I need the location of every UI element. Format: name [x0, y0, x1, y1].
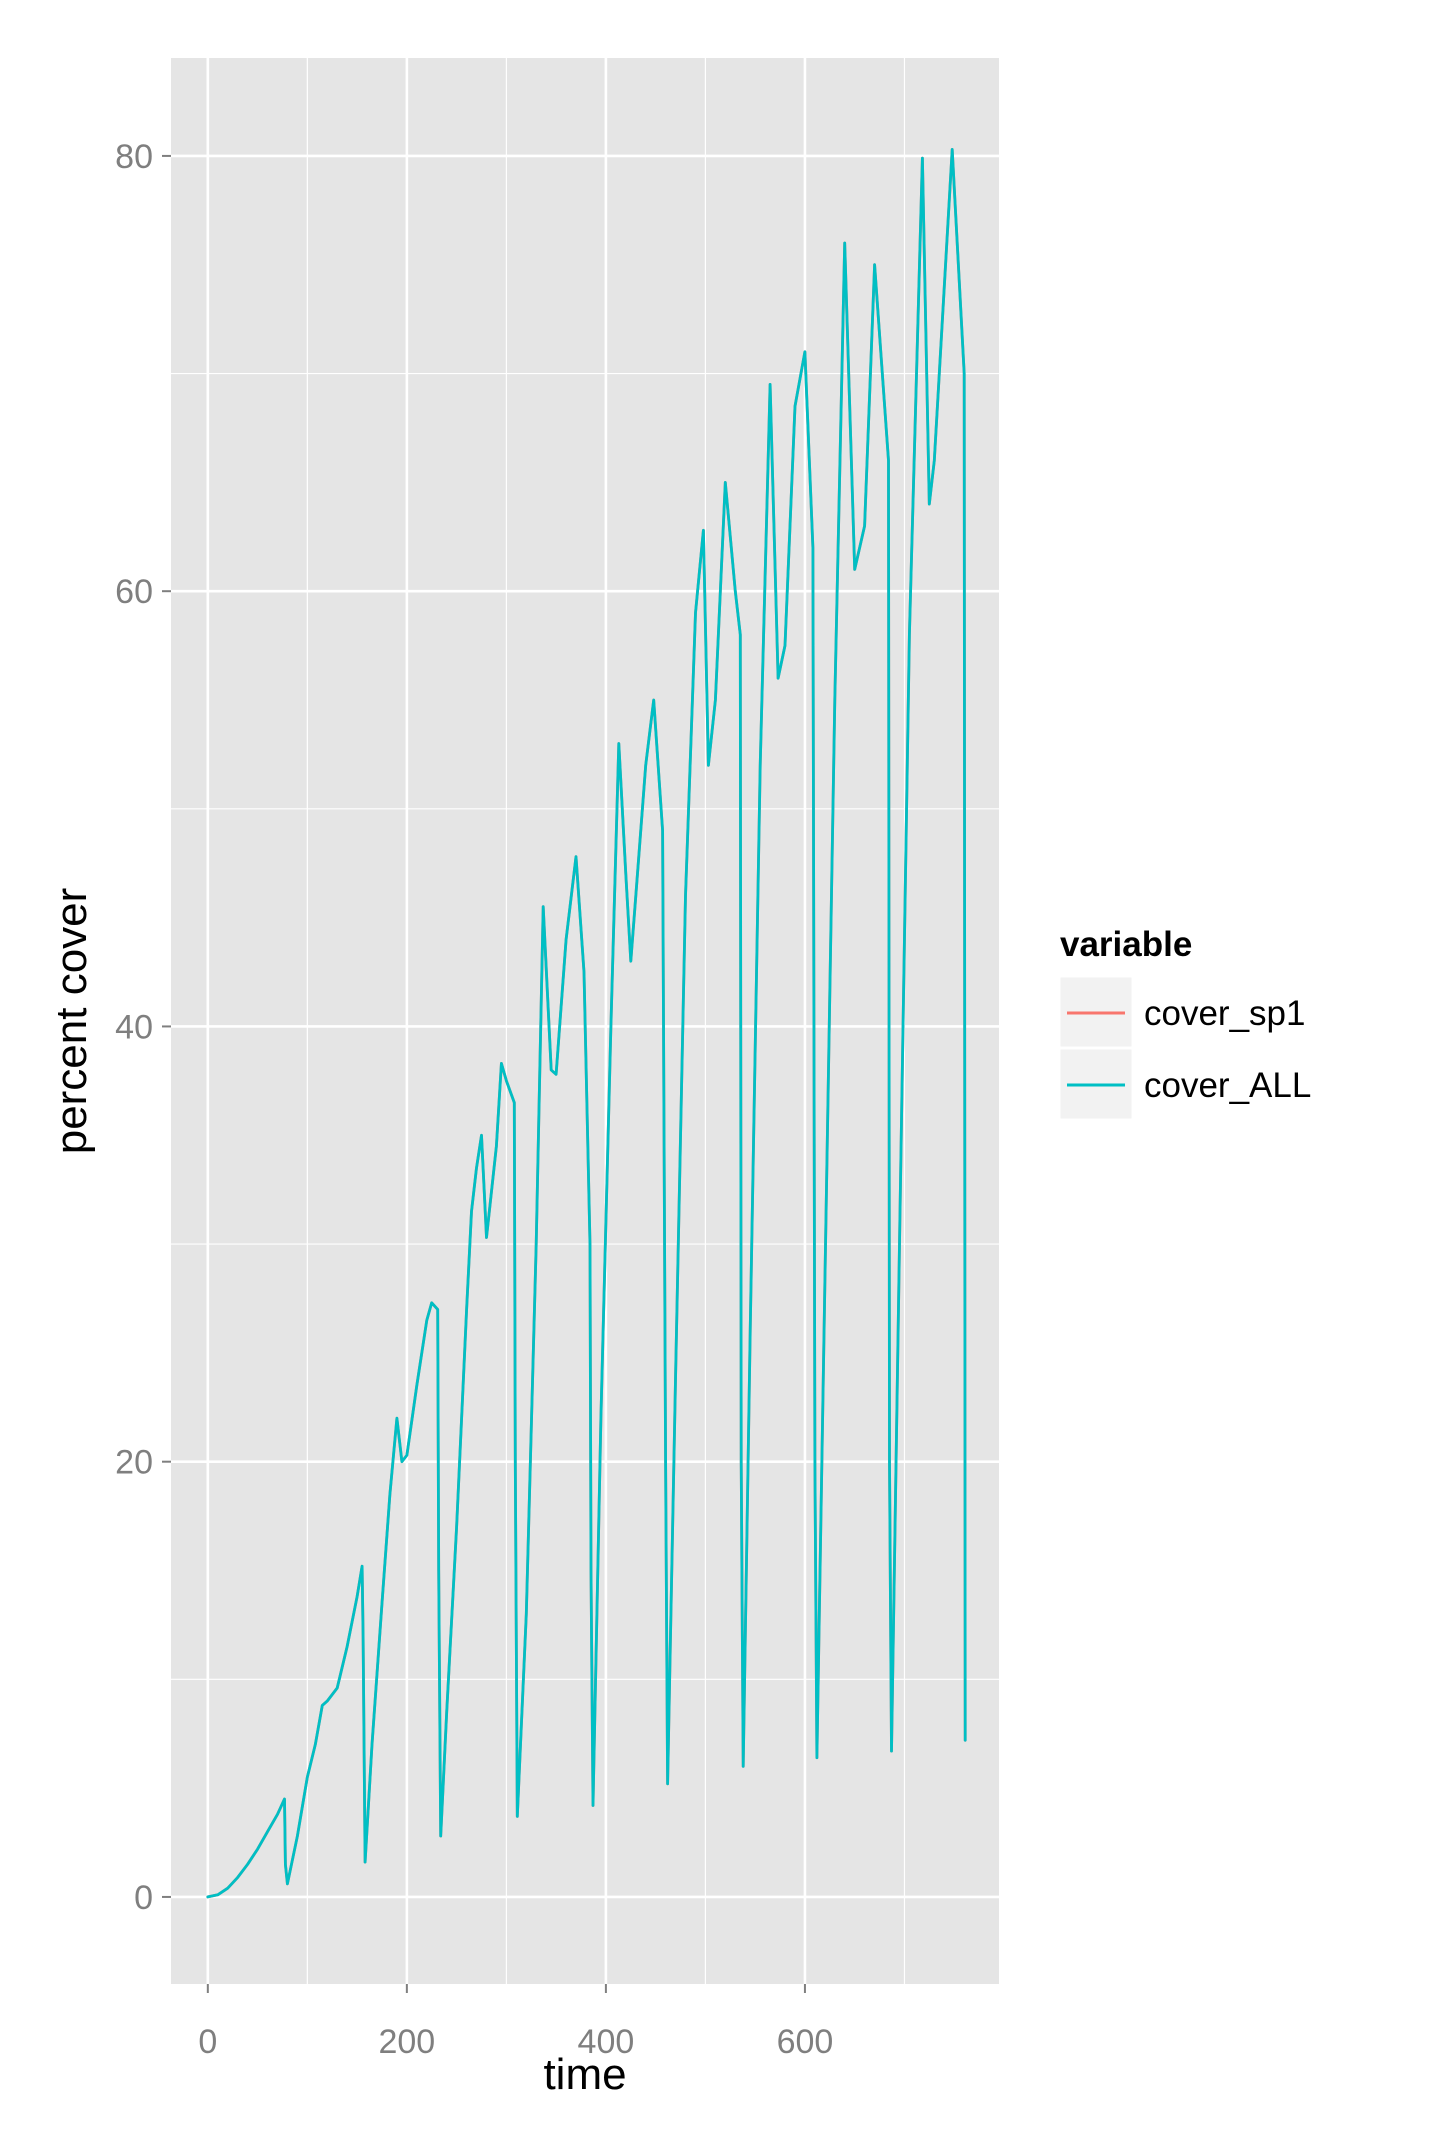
axis-ticks: [162, 154, 806, 1993]
y-tick-label: 80: [115, 138, 153, 176]
series-line-cover-all: [206, 147, 967, 1899]
y-tick-label: 20: [115, 1444, 153, 1482]
tick-labels: 0 200 400 600 0 20 40 60 80: [115, 138, 833, 2061]
legend-title: variable: [1060, 925, 1192, 964]
legend: variable cover_sp1 cover_ALL: [1059, 925, 1311, 1120]
legend-items: cover_sp1 cover_ALL: [1059, 976, 1311, 1120]
y-axis-title: percent cover: [47, 888, 96, 1155]
series-layer: [206, 147, 967, 1899]
legend-label: cover_sp1: [1144, 994, 1305, 1033]
x-axis-title: time: [543, 2050, 626, 2099]
x-tick-label: 400: [578, 2023, 635, 2061]
legend-label: cover_ALL: [1144, 1066, 1311, 1105]
y-tick-label: 40: [115, 1008, 153, 1046]
x-tick-label: 0: [198, 2023, 217, 2061]
y-tick-label: 60: [115, 573, 153, 611]
x-tick-label: 200: [378, 2023, 435, 2061]
x-tick-label: 600: [777, 2023, 834, 2061]
y-tick-label: 0: [134, 1879, 153, 1917]
